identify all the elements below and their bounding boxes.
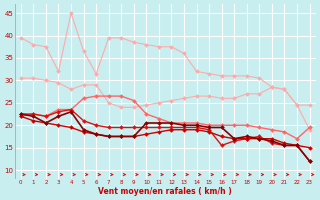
X-axis label: Vent moyen/en rafales ( km/h ): Vent moyen/en rafales ( km/h ) [98, 187, 232, 196]
